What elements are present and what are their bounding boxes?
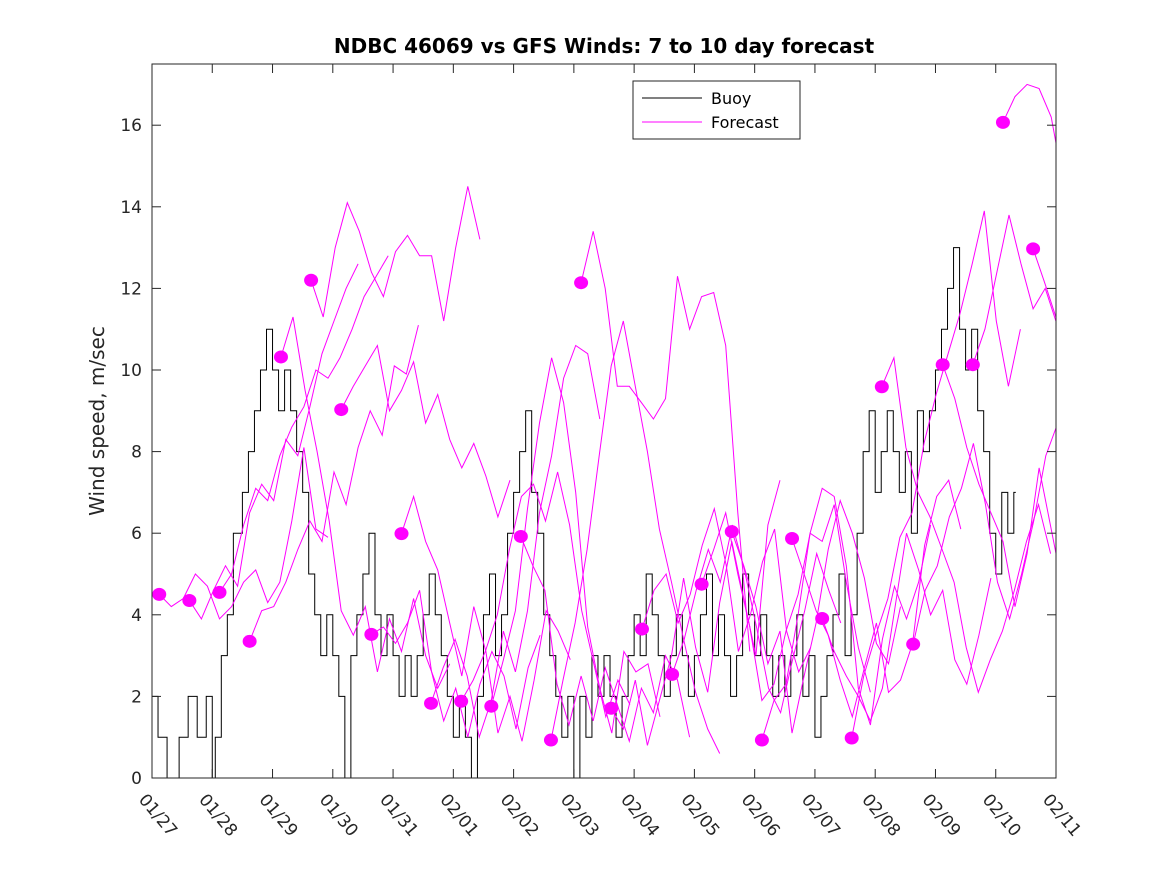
forecast-line (1032, 248, 1056, 319)
y-axis: 0 2 4 6 8 10 12 14 16 (120, 116, 1056, 789)
forecast-marker (906, 637, 921, 651)
y-tick-label: 4 (131, 606, 142, 626)
forecast-line (219, 255, 389, 593)
forecast-marker (543, 733, 558, 747)
y-tick-label: 2 (131, 687, 142, 707)
forecast-line (972, 214, 1056, 365)
forecast-marker (334, 403, 349, 417)
forecast-line (188, 263, 359, 620)
forecast-line (401, 494, 571, 742)
chart-title: NDBC 46069 vs GFS Winds: 7 to 10 day for… (334, 34, 875, 58)
forecast-marker (874, 380, 889, 394)
forecast-line (1002, 83, 1056, 146)
forecast-line (821, 533, 992, 723)
y-tick-label: 10 (120, 361, 142, 381)
forecast-marker (212, 585, 227, 599)
y-tick-label: 12 (120, 279, 142, 299)
forecast-marker (454, 694, 469, 708)
y-tick-label: 8 (131, 443, 142, 463)
forecast-marker (484, 699, 499, 713)
forecast-line (371, 590, 541, 738)
forecast-line (912, 426, 1056, 645)
forecast-line (731, 498, 901, 734)
forecast-marker (844, 731, 859, 745)
forecast-line (671, 524, 842, 715)
buoy-series-layer (152, 247, 1016, 778)
forecast-marker (935, 358, 950, 372)
y-tick-label: 14 (120, 198, 142, 218)
legend-forecast-label: Forecast (711, 113, 779, 132)
forecast-line (580, 231, 751, 652)
legend-buoy-label: Buoy (711, 89, 751, 108)
forecast-marker (513, 529, 528, 543)
forecast-line (520, 536, 691, 744)
forecast-marker (665, 667, 680, 681)
forecast-line (490, 357, 661, 734)
forecast-marker (965, 358, 980, 372)
forecast-line (340, 344, 511, 519)
forecast-line (881, 355, 1052, 694)
forecast-marker (364, 627, 379, 641)
y-tick-label: 16 (120, 116, 142, 136)
forecast-line (310, 186, 481, 322)
forecast-marker (785, 532, 800, 546)
forecast-marker (754, 733, 769, 747)
legend-box (632, 80, 801, 140)
forecast-line (249, 324, 419, 642)
plot-area: 01/27 01/28 01/29 01/30 01/31 02/01 02/02 02/03… (120, 63, 1085, 841)
forecast-marker (182, 594, 197, 608)
forecast-series-layer (158, 83, 1056, 754)
forecast-line (430, 344, 601, 740)
forecast-line (460, 471, 631, 719)
forecast-line (942, 364, 1056, 607)
forecast-line (641, 506, 812, 674)
forecast-marker (995, 115, 1010, 129)
legend: Buoy Forecast (632, 80, 801, 140)
forecast-marker (1026, 242, 1041, 256)
forecast-marker (394, 527, 409, 541)
forecast-marker (815, 611, 830, 625)
forecast-marker (724, 525, 739, 539)
forecast-line (158, 447, 329, 620)
forecast-line (550, 320, 721, 754)
forecast-marker (424, 696, 439, 710)
forecast-marker (273, 350, 288, 364)
forecast-line (280, 316, 451, 690)
y-tick-label: 0 (131, 769, 142, 789)
forecast-line (761, 487, 932, 741)
forecast-marker (694, 577, 709, 591)
forecast-marker (152, 587, 167, 601)
forecast-marker (574, 276, 589, 290)
y-axis-label: Wind speed, m/sec (85, 326, 109, 516)
forecast-marker (604, 701, 619, 715)
axes-box (151, 63, 1057, 779)
forecast-marker-layer (152, 115, 1041, 747)
forecast-line (851, 210, 1021, 739)
forecast-marker (304, 273, 319, 287)
buoy-line (152, 247, 1016, 778)
y-tick-label: 6 (131, 524, 142, 544)
forecast-marker (634, 622, 649, 636)
forecast-marker (242, 634, 257, 648)
